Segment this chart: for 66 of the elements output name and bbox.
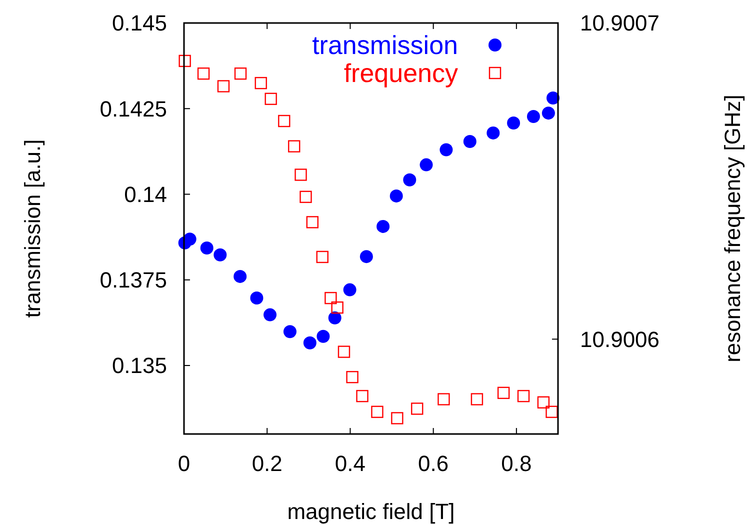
point (542, 106, 555, 120)
point (507, 116, 520, 130)
point (420, 158, 433, 172)
point (360, 250, 373, 264)
point (254, 76, 267, 90)
point (197, 67, 210, 80)
point (356, 390, 368, 402)
point (234, 67, 247, 80)
point (371, 406, 384, 418)
point (288, 140, 300, 152)
point (537, 396, 550, 408)
point (376, 220, 390, 233)
point (300, 190, 312, 203)
x-tick-label: 0.8 (501, 451, 532, 476)
point (250, 292, 264, 305)
point (546, 406, 558, 418)
y-tick-label: 0.135 (112, 353, 167, 378)
y2-axis-title: resonance frequency [GHz] (720, 94, 745, 362)
point (234, 270, 247, 283)
point (390, 189, 403, 202)
y-tick-label: 0.1425 (100, 96, 167, 122)
x-tick-label: 0 (178, 451, 190, 476)
point (526, 110, 540, 124)
point (497, 386, 510, 399)
x-tick-label: 0.6 (418, 451, 449, 476)
point (438, 393, 450, 406)
point (346, 370, 358, 384)
point (411, 402, 424, 415)
y2-tick-label: 10.9007 (580, 10, 660, 36)
point (316, 330, 330, 343)
y-axis-title: transmission [a.u.] (20, 139, 45, 318)
point (546, 92, 560, 105)
point (217, 80, 230, 92)
legend-label: transmission (312, 30, 458, 60)
point (316, 250, 328, 264)
point (463, 135, 476, 148)
legend-label: frequency (344, 58, 458, 88)
point (440, 143, 453, 156)
point (306, 216, 319, 228)
y-tick-label: 0.145 (112, 10, 167, 36)
point (343, 283, 356, 296)
point (338, 346, 350, 358)
y-tick-label: 0.1375 (100, 268, 167, 293)
x-axis-title: magnetic field [T] (287, 499, 455, 524)
x-tick-label: 0.4 (334, 451, 366, 476)
point (328, 311, 342, 324)
y2-tick-label: 10.9006 (580, 326, 660, 352)
point (303, 336, 316, 350)
point (486, 126, 500, 140)
point (183, 232, 196, 246)
point (264, 92, 277, 105)
point (200, 242, 214, 255)
y-tick-label: 0.14 (124, 182, 167, 207)
point (214, 248, 227, 262)
point (278, 114, 290, 128)
point (391, 412, 404, 424)
point (324, 292, 337, 304)
point (470, 393, 484, 406)
point (403, 173, 416, 186)
point (178, 54, 191, 68)
point (283, 325, 296, 338)
point (294, 168, 307, 181)
x-tick-label: 0.2 (252, 451, 282, 476)
point (331, 301, 344, 314)
point (264, 308, 277, 322)
point (517, 390, 530, 402)
